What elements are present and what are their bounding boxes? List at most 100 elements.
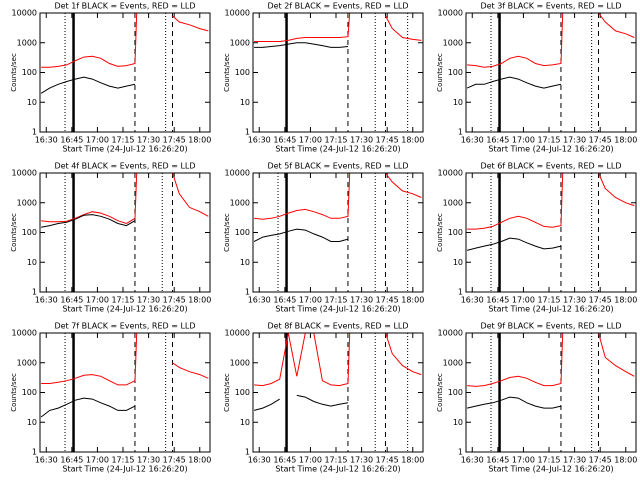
- x-tick-label: 17:15: [537, 456, 560, 465]
- x-tick-label: 16:30: [461, 296, 484, 305]
- y-tick-label: 1: [458, 288, 463, 297]
- y-tick-label: 10: [453, 418, 463, 427]
- x-tick-label: 17:15: [324, 296, 347, 305]
- x-tick-label: 17:00: [86, 136, 109, 145]
- y-axis-label: Counts/sec: [223, 373, 231, 412]
- x-tick-label: 17:30: [137, 456, 160, 465]
- y-tick-label: 1000: [17, 358, 37, 367]
- y-tick-label: 10000: [225, 9, 250, 18]
- x-tick-label: 18:00: [401, 456, 424, 465]
- x-tick-label: 17:30: [350, 136, 373, 145]
- y-tick-label: 100: [448, 68, 463, 77]
- x-axis-label: Start Time (24-Jul-12 16:26:20): [275, 305, 400, 314]
- x-tick-label: 17:45: [163, 136, 186, 145]
- x-tick-label: 17:45: [589, 296, 612, 305]
- x-axis-label: Start Time (24-Jul-12 16:26:20): [488, 465, 613, 474]
- plot-frame: [465, 172, 637, 293]
- chart-title: Det 1f BLACK = Events, RED = LLD: [54, 2, 195, 11]
- plot-frame: [39, 332, 211, 453]
- y-tick-label: 1: [32, 448, 37, 457]
- y-axis-label: Counts/sec: [10, 213, 18, 252]
- plot-frame: [39, 12, 211, 133]
- y-tick-label: 10000: [12, 9, 37, 18]
- x-tick-label: 16:30: [248, 136, 271, 145]
- x-tick-label: 17:15: [324, 456, 347, 465]
- y-tick-label: 100: [448, 388, 463, 397]
- y-tick-label: 1000: [230, 358, 250, 367]
- y-tick-label: 1: [245, 288, 250, 297]
- x-tick-label: 16:30: [248, 296, 271, 305]
- x-tick-label: 16:45: [486, 136, 509, 145]
- x-tick-label: 17:45: [589, 456, 612, 465]
- y-tick-label: 1: [245, 128, 250, 137]
- x-tick-label: 17:45: [376, 456, 399, 465]
- y-tick-label: 1000: [230, 198, 250, 207]
- x-tick-label: 16:30: [461, 456, 484, 465]
- y-tick-label: 10: [240, 418, 250, 427]
- x-axis-label: Start Time (24-Jul-12 16:26:20): [488, 145, 613, 154]
- x-tick-label: 16:45: [273, 296, 296, 305]
- x-tick-label: 16:30: [248, 456, 271, 465]
- y-tick-label: 10000: [438, 169, 463, 178]
- y-tick-label: 10: [27, 418, 37, 427]
- x-tick-label: 17:30: [563, 456, 586, 465]
- y-tick-label: 10000: [225, 329, 250, 338]
- y-axis-label: Counts/sec: [436, 213, 444, 252]
- data-line: [467, 332, 635, 387]
- x-tick-label: 17:45: [376, 136, 399, 145]
- y-tick-label: 1000: [17, 38, 37, 47]
- y-tick-label: 100: [235, 228, 250, 237]
- x-tick-label: 17:00: [299, 456, 322, 465]
- data-line: [40, 76, 136, 94]
- x-tick-label: 16:45: [486, 456, 509, 465]
- x-tick-label: 17:00: [299, 296, 322, 305]
- x-tick-label: 16:30: [35, 136, 58, 145]
- chart-title: Det 9f BLACK = Events, RED = LLD: [480, 322, 621, 331]
- y-tick-label: 10000: [438, 329, 463, 338]
- x-tick-label: 17:45: [163, 296, 186, 305]
- data-line: [40, 397, 136, 418]
- x-axis-label: Start Time (24-Jul-12 16:26:20): [275, 145, 400, 154]
- x-tick-label: 17:15: [537, 136, 560, 145]
- x-tick-label: 16:45: [60, 456, 83, 465]
- y-tick-label: 1000: [443, 198, 463, 207]
- x-tick-label: 16:30: [35, 456, 58, 465]
- data-line: [253, 228, 349, 242]
- x-tick-label: 17:00: [86, 456, 109, 465]
- y-tick-label: 10000: [225, 169, 250, 178]
- x-tick-label: 17:15: [537, 296, 560, 305]
- y-axis-label: Counts/sec: [223, 53, 231, 92]
- x-tick-label: 17:00: [299, 136, 322, 145]
- x-tick-label: 17:15: [324, 136, 347, 145]
- y-axis-label: Counts/sec: [436, 53, 444, 92]
- x-axis-label: Start Time (24-Jul-12 16:26:20): [62, 465, 187, 474]
- x-tick-label: 17:45: [163, 456, 186, 465]
- y-tick-label: 1000: [443, 358, 463, 367]
- y-tick-label: 100: [235, 68, 250, 77]
- x-tick-label: 18:00: [188, 456, 211, 465]
- y-tick-label: 10: [240, 258, 250, 267]
- y-tick-label: 100: [22, 68, 37, 77]
- x-tick-label: 16:45: [60, 136, 83, 145]
- y-tick-label: 10: [27, 98, 37, 107]
- plot-frame: [465, 12, 637, 133]
- data-line: [41, 214, 136, 228]
- data-line: [41, 332, 209, 386]
- plot-frame: [465, 332, 637, 453]
- x-axis-label: Start Time (24-Jul-12 16:26:20): [488, 305, 613, 314]
- y-tick-label: 10: [240, 98, 250, 107]
- data-line: [254, 12, 422, 42]
- x-tick-label: 17:00: [512, 456, 535, 465]
- data-line: [253, 394, 349, 411]
- x-tick-label: 17:45: [589, 136, 612, 145]
- y-tick-label: 1: [458, 448, 463, 457]
- plot-frame: [252, 332, 424, 453]
- x-axis-label: Start Time (24-Jul-12 16:26:20): [275, 465, 400, 474]
- y-tick-label: 10000: [12, 329, 37, 338]
- x-axis-label: Start Time (24-Jul-12 16:26:20): [62, 145, 187, 154]
- y-tick-label: 10: [453, 258, 463, 267]
- x-tick-label: 18:00: [188, 136, 211, 145]
- chart-title: Det 2f BLACK = Events, RED = LLD: [267, 2, 408, 11]
